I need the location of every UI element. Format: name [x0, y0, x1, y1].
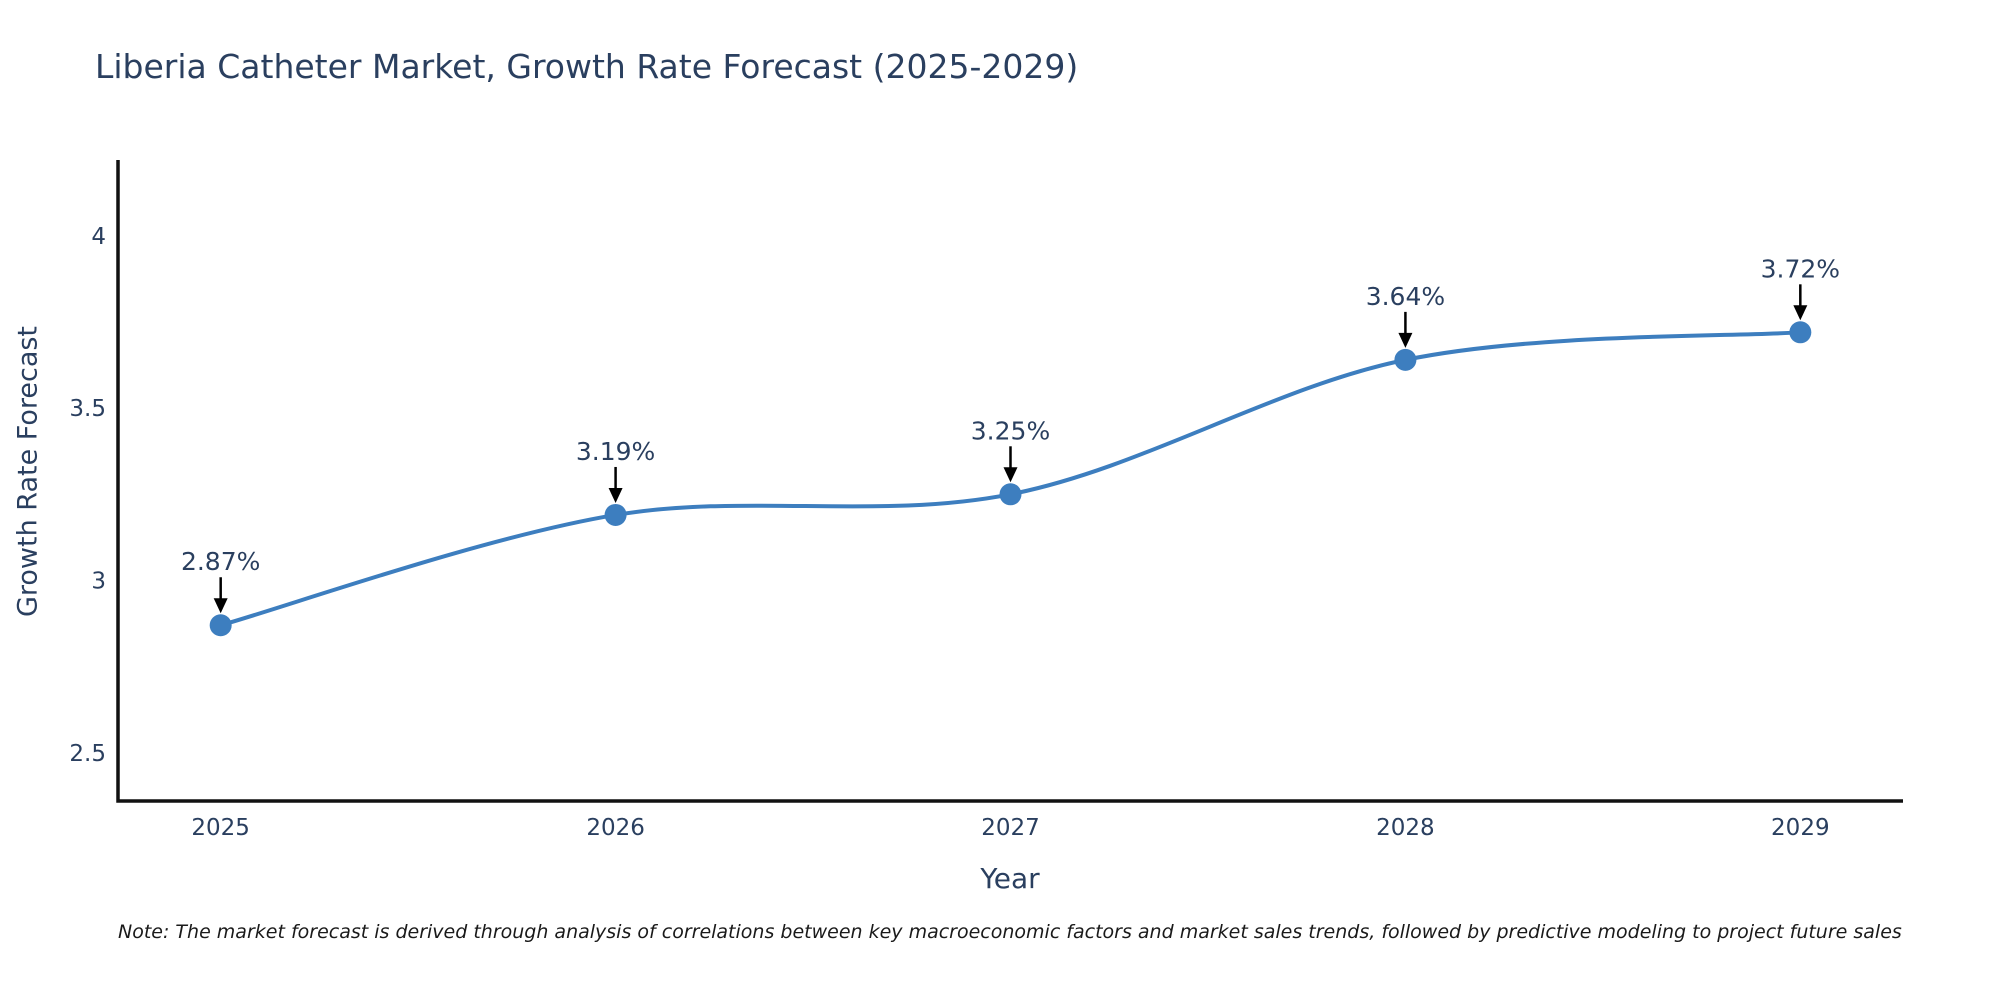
x-axis-title: Year [980, 862, 1040, 895]
y-tick-label: 2.5 [69, 741, 106, 767]
footnote: Note: The market forecast is derived thr… [118, 921, 1902, 943]
x-tick-label: 2028 [1376, 815, 1435, 841]
y-tick-label: 3.5 [69, 396, 106, 422]
point-value-label: 3.19% [576, 437, 655, 466]
annotation-arrowhead [608, 487, 623, 503]
data-point-marker [999, 483, 1022, 506]
point-value-label: 3.25% [971, 416, 1050, 445]
annotation-arrowhead [1398, 332, 1413, 348]
x-tick-label: 2027 [981, 815, 1040, 841]
y-tick-label: 3 [91, 568, 106, 594]
annotation-arrowhead [1003, 467, 1018, 483]
point-value-label: 3.72% [1761, 254, 1840, 283]
data-point-marker [1789, 321, 1812, 344]
data-point-marker [604, 503, 627, 526]
point-value-label: 3.64% [1366, 282, 1445, 311]
y-tick-label: 4 [91, 224, 106, 250]
axis-spines [116, 160, 1903, 803]
x-tick-label: 2026 [586, 815, 645, 841]
chart-title: Liberia Catheter Market, Growth Rate For… [95, 47, 1079, 86]
data-point-marker [209, 614, 232, 637]
x-tick-label: 2029 [1771, 815, 1830, 841]
data-point-marker [1394, 348, 1417, 371]
point-value-label: 2.87% [181, 547, 260, 576]
annotation-arrowhead [213, 598, 228, 614]
annotation-arrowhead [1793, 305, 1808, 321]
x-tick-label: 2025 [191, 815, 250, 841]
